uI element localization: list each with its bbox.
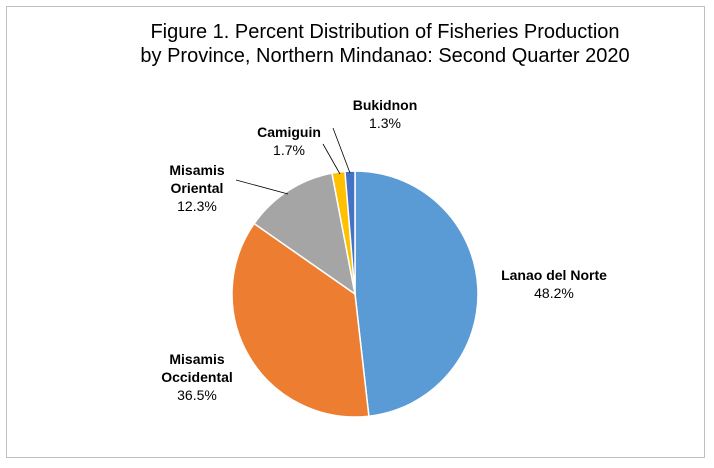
pie-slice-2	[231, 222, 370, 418]
slice-name-text: Camiguin	[257, 124, 321, 140]
leader-line-5	[332, 127, 351, 174]
chart-title: Figure 1. Percent Distribution of Fisher…	[0, 20, 714, 68]
pie-slice-1	[354, 170, 479, 418]
slice-name-text: Oriental	[171, 180, 224, 196]
slice-name-text: Occidental	[161, 369, 233, 385]
slice-value-text: 48.2%	[534, 285, 574, 301]
slice-name-text: Bukidnon	[353, 97, 418, 113]
slice-name-text: Lanao del Norte	[501, 267, 607, 283]
chart-title-line-2: by Province, Northern Mindanao: Second Q…	[140, 45, 630, 67]
data-label-3: Misamis Oriental 12.3%	[169, 162, 224, 214]
slice-value-text: 12.3%	[177, 198, 217, 214]
data-label-1: Lanao del Norte 48.2%	[501, 267, 607, 301]
pie-slice-3	[253, 172, 357, 296]
data-label-4: Camiguin 1.7%	[257, 124, 321, 158]
slice-name-text: Misamis	[169, 351, 224, 367]
slice-value-text: 1.7%	[273, 142, 305, 158]
slice-name-text: Misamis	[169, 162, 224, 178]
slice-value-text: 36.5%	[177, 387, 217, 403]
leader-line-3	[235, 179, 289, 195]
data-label-2: Misamis Occidental 36.5%	[161, 351, 233, 403]
chart-title-line-1: Figure 1. Percent Distribution of Fisher…	[150, 21, 620, 43]
slice-value-text: 1.3%	[369, 115, 401, 131]
data-label-5: Bukidnon 1.3%	[353, 97, 418, 131]
leader-line-4	[322, 143, 341, 175]
pie-slice-5	[344, 170, 356, 295]
